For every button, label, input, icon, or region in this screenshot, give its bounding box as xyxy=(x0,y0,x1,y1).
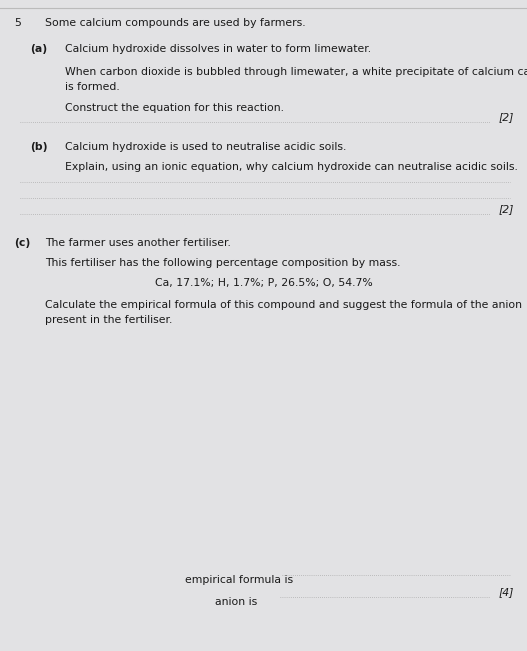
Text: This fertiliser has the following percentage composition by mass.: This fertiliser has the following percen… xyxy=(45,258,401,268)
Text: Calculate the empirical formula of this compound and suggest the formula of the : Calculate the empirical formula of this … xyxy=(45,300,522,310)
Text: Construct the equation for this reaction.: Construct the equation for this reaction… xyxy=(65,103,284,113)
Text: is formed.: is formed. xyxy=(65,82,120,92)
Text: [2]: [2] xyxy=(499,204,514,214)
Text: anion is: anion is xyxy=(215,597,257,607)
Text: The farmer uses another fertiliser.: The farmer uses another fertiliser. xyxy=(45,238,231,248)
Text: empirical formula is: empirical formula is xyxy=(185,575,293,585)
Text: Explain, using an ionic equation, why calcium hydroxide can neutralise acidic so: Explain, using an ionic equation, why ca… xyxy=(65,162,518,172)
Text: present in the fertiliser.: present in the fertiliser. xyxy=(45,315,172,325)
Text: When carbon dioxide is bubbled through limewater, a white precipitate of calcium: When carbon dioxide is bubbled through l… xyxy=(65,67,527,77)
Text: Some calcium compounds are used by farmers.: Some calcium compounds are used by farme… xyxy=(45,18,306,28)
Text: (a): (a) xyxy=(30,44,47,54)
Text: Calcium hydroxide is used to neutralise acidic soils.: Calcium hydroxide is used to neutralise … xyxy=(65,142,346,152)
Text: (c): (c) xyxy=(14,238,30,248)
Text: 5: 5 xyxy=(14,18,21,28)
Text: Ca, 17.1%; H, 1.7%; P, 26.5%; O, 54.7%: Ca, 17.1%; H, 1.7%; P, 26.5%; O, 54.7% xyxy=(154,278,373,288)
Text: (b): (b) xyxy=(30,142,47,152)
Text: Calcium hydroxide dissolves in water to form limewater.: Calcium hydroxide dissolves in water to … xyxy=(65,44,371,54)
Text: [4]: [4] xyxy=(499,587,514,597)
Text: [2]: [2] xyxy=(499,112,514,122)
